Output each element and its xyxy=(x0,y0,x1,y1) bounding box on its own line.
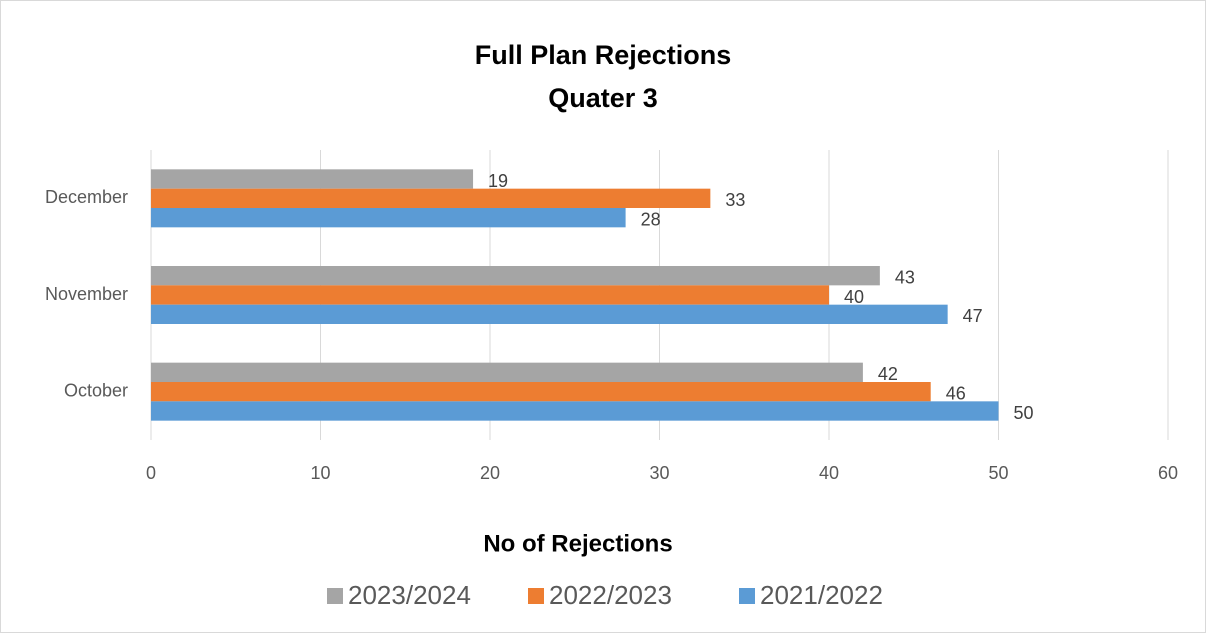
bar xyxy=(151,401,999,421)
bar xyxy=(151,208,626,228)
legend-label: 2021/2022 xyxy=(760,580,883,610)
y-tick-label: October xyxy=(64,380,128,400)
data-label: 47 xyxy=(963,306,983,326)
x-tick-label: 60 xyxy=(1158,463,1178,483)
x-tick-label: 20 xyxy=(480,463,500,483)
data-label: 43 xyxy=(895,267,915,287)
y-tick-label: December xyxy=(45,187,128,207)
x-tick-label: 10 xyxy=(310,463,330,483)
chart-subtitle: Quater 3 xyxy=(548,83,658,113)
bar xyxy=(151,304,948,324)
legend-swatch xyxy=(327,588,343,604)
bar xyxy=(151,382,931,402)
x-tick-label: 40 xyxy=(819,463,839,483)
data-label: 40 xyxy=(844,287,864,307)
bar xyxy=(151,266,880,286)
data-label: 50 xyxy=(1014,403,1034,423)
x-tick-label: 0 xyxy=(146,463,156,483)
x-axis-title: No of Rejections xyxy=(483,530,672,557)
legend-label: 2023/2024 xyxy=(348,580,471,610)
legend-swatch xyxy=(528,588,544,604)
data-label: 46 xyxy=(946,383,966,403)
chart-title: Full Plan Rejections xyxy=(475,40,732,70)
bar xyxy=(151,169,474,189)
y-tick-label: November xyxy=(45,284,128,304)
bar xyxy=(151,362,863,382)
x-tick-label: 30 xyxy=(649,463,669,483)
data-label: 33 xyxy=(725,190,745,210)
legend-label: 2022/2023 xyxy=(549,580,672,610)
bar xyxy=(151,285,829,305)
data-label: 42 xyxy=(878,364,898,384)
x-tick-label: 50 xyxy=(988,463,1008,483)
bar xyxy=(151,188,711,208)
data-label: 19 xyxy=(488,171,508,191)
legend-swatch xyxy=(739,588,755,604)
data-label: 28 xyxy=(641,209,661,229)
